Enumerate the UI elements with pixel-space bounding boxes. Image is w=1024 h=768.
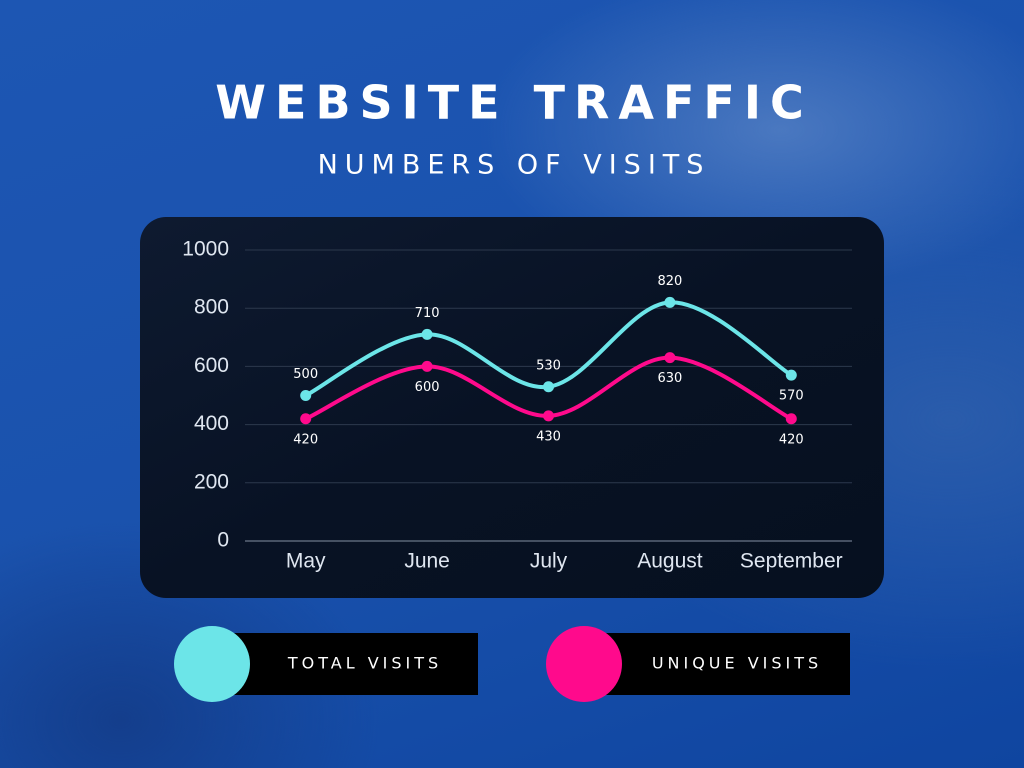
data-label: 430 xyxy=(536,429,561,444)
data-label: 570 xyxy=(779,389,804,404)
x-tick-label: June xyxy=(404,550,450,573)
y-tick-label: 1000 xyxy=(182,238,229,261)
data-point xyxy=(543,381,554,393)
y-tick-label: 400 xyxy=(194,412,229,435)
y-tick-label: 800 xyxy=(194,296,229,319)
data-point xyxy=(300,390,312,401)
data-label: 600 xyxy=(415,380,440,395)
legend-label: UNIQUE VISITS xyxy=(652,654,822,673)
y-tick-label: 200 xyxy=(194,470,229,493)
x-tick-label: August xyxy=(637,550,703,573)
data-point xyxy=(300,413,312,425)
data-label: 420 xyxy=(293,432,318,447)
legend-box xyxy=(212,633,478,695)
data-point xyxy=(785,369,797,381)
legend-swatch xyxy=(546,626,622,702)
legend: TOTAL VISITS UNIQUE VISITS xyxy=(174,626,850,702)
x-tick-label: September xyxy=(740,550,843,573)
y-tick-label: 0 xyxy=(217,529,229,552)
data-point xyxy=(785,413,797,425)
x-tick-label: May xyxy=(286,550,326,573)
legend-swatch xyxy=(174,626,250,702)
data-label: 630 xyxy=(657,371,682,386)
legend-box xyxy=(584,633,850,695)
y-tick-label: 600 xyxy=(194,354,229,377)
x-tick-label: July xyxy=(530,550,568,573)
data-label: 710 xyxy=(415,306,440,321)
data-label: 530 xyxy=(536,358,561,373)
data-point xyxy=(421,328,433,340)
chart-subtitle: NUMBERS OF VISITS xyxy=(318,150,711,181)
data-label: 820 xyxy=(657,274,682,289)
chart-title: WEBSITE TRAFFIC xyxy=(215,76,812,130)
data-label: 420 xyxy=(779,432,804,447)
data-point xyxy=(664,296,676,308)
data-point xyxy=(543,410,554,422)
legend-label: TOTAL VISITS xyxy=(287,654,442,673)
data-point xyxy=(664,352,676,364)
data-point xyxy=(421,360,433,372)
data-label: 500 xyxy=(293,367,318,382)
